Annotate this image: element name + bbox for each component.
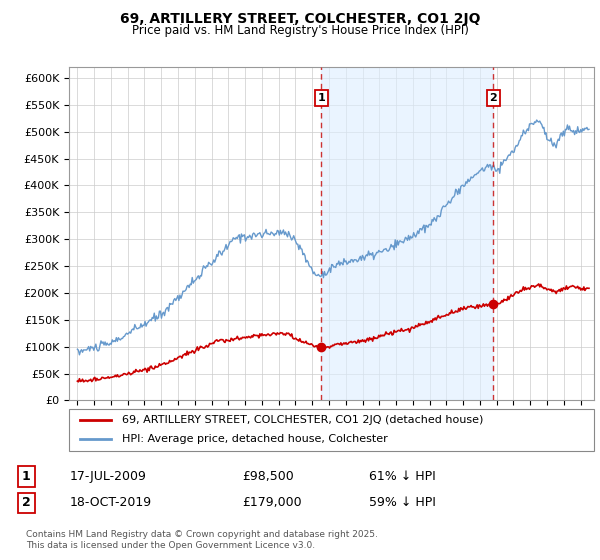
Text: 1: 1 [317,93,325,103]
Text: 17-JUL-2009: 17-JUL-2009 [70,470,146,483]
Text: Price paid vs. HM Land Registry's House Price Index (HPI): Price paid vs. HM Land Registry's House … [131,24,469,36]
Text: 2: 2 [22,497,31,510]
Text: 2: 2 [490,93,497,103]
Text: HPI: Average price, detached house, Colchester: HPI: Average price, detached house, Colc… [121,435,387,445]
Text: £179,000: £179,000 [242,497,302,510]
Bar [321,67,493,400]
FancyBboxPatch shape [69,409,594,451]
Text: 69, ARTILLERY STREET, COLCHESTER, CO1 2JQ (detached house): 69, ARTILLERY STREET, COLCHESTER, CO1 2J… [121,415,483,425]
Text: 1: 1 [22,470,31,483]
Text: Contains HM Land Registry data © Crown copyright and database right 2025.
This d: Contains HM Land Registry data © Crown c… [26,530,378,550]
Text: 59% ↓ HPI: 59% ↓ HPI [369,497,436,510]
Text: £98,500: £98,500 [242,470,294,483]
Text: 69, ARTILLERY STREET, COLCHESTER, CO1 2JQ: 69, ARTILLERY STREET, COLCHESTER, CO1 2J… [120,12,480,26]
Text: 61% ↓ HPI: 61% ↓ HPI [369,470,436,483]
Text: 18-OCT-2019: 18-OCT-2019 [70,497,152,510]
